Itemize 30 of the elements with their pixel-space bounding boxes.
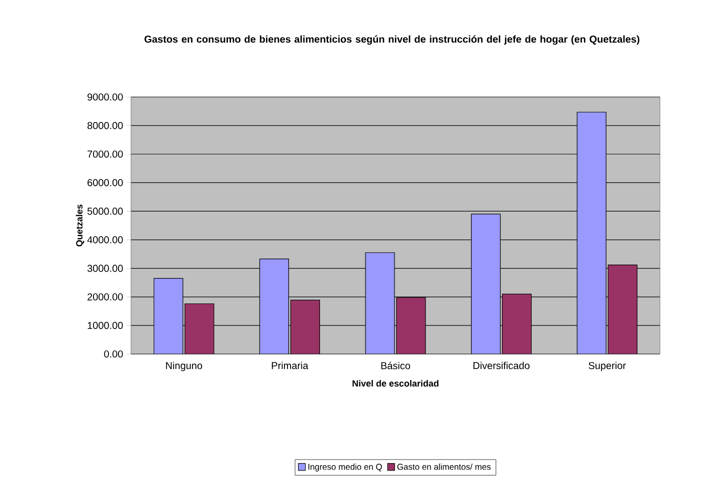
y-tick-label: 7000.00 <box>88 150 123 158</box>
x-tick-label: Superior <box>588 362 626 372</box>
x-tick-label: Primaria <box>272 362 308 370</box>
bar <box>608 264 638 354</box>
bar <box>396 297 426 354</box>
x-tick-label: Ninguno <box>166 362 202 372</box>
y-tick-label: 4000.00 <box>87 236 123 244</box>
y-tick-label: 8000.00 <box>87 122 123 130</box>
bar <box>290 300 320 354</box>
y-tick-label: 6000.00 <box>88 179 123 186</box>
y-tick-label: 0.00 <box>104 350 123 358</box>
x-tick-label: Básico <box>381 362 410 370</box>
y-tick-label: 2000.00 <box>88 293 123 300</box>
y-tick-label: 1000.00 <box>88 322 123 329</box>
legend-label: Gasto en alimentos/ mes <box>397 464 491 470</box>
bar <box>154 278 184 354</box>
bar <box>576 112 606 354</box>
bar <box>471 214 501 354</box>
y-axis-title: Quetzales <box>76 204 84 246</box>
bar <box>502 294 532 354</box>
y-tick-label: 3000.00 <box>87 264 123 272</box>
x-axis-title: Nivel de escolaridad <box>352 380 438 387</box>
x-tick-label: Diversificado <box>474 362 530 370</box>
chart-title: Gastos en consumo de bienes alimenticios según nivel de instrucción del jefe de hogar (en Quetzales) <box>144 35 640 45</box>
bar <box>184 303 214 354</box>
bar <box>259 258 290 354</box>
y-tick-label: 5000.00 <box>87 208 123 215</box>
legend-label: Ingreso medio en Q <box>308 464 382 472</box>
bar <box>365 252 395 354</box>
y-tick-label: 9000.00 <box>88 93 123 101</box>
